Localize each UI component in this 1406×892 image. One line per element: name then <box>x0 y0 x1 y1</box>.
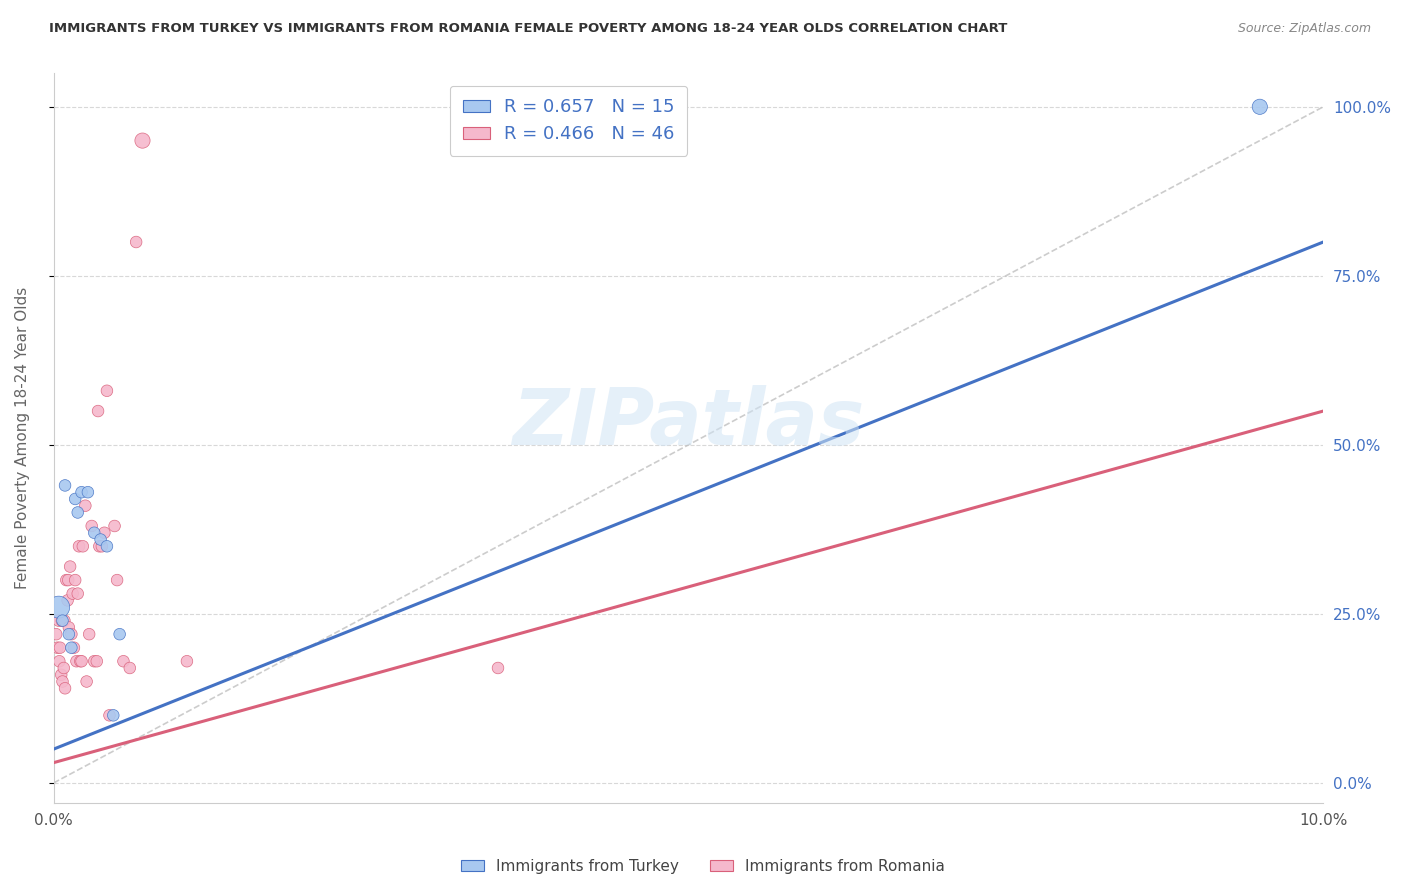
Point <box>48 614 70 628</box>
Point <box>103 708 125 723</box>
Point <box>51 667 73 681</box>
Point <box>60 627 83 641</box>
Point <box>486 661 509 675</box>
Point <box>77 485 100 500</box>
Point <box>60 640 83 655</box>
Point <box>105 573 128 587</box>
Point <box>58 620 80 634</box>
Point <box>77 627 100 641</box>
Point <box>118 661 141 675</box>
Point <box>63 491 86 506</box>
Point <box>56 593 79 607</box>
Point <box>62 586 84 600</box>
Point <box>93 525 115 540</box>
Point <box>52 661 75 675</box>
Point <box>72 539 94 553</box>
Point <box>83 654 105 668</box>
Point <box>69 654 91 668</box>
Text: Source: ZipAtlas.com: Source: ZipAtlas.com <box>1237 22 1371 36</box>
Point <box>75 499 97 513</box>
Point <box>76 674 98 689</box>
Point <box>70 485 93 500</box>
Legend: R = 0.657   N = 15, R = 0.466   N = 46: R = 0.657 N = 15, R = 0.466 N = 46 <box>450 86 688 156</box>
Point <box>89 539 111 553</box>
Point <box>86 654 108 668</box>
Text: IMMIGRANTS FROM TURKEY VS IMMIGRANTS FROM ROMANIA FEMALE POVERTY AMONG 18-24 YEA: IMMIGRANTS FROM TURKEY VS IMMIGRANTS FRO… <box>49 22 1008 36</box>
Point <box>108 627 131 641</box>
Point <box>48 600 70 615</box>
Point <box>65 654 87 668</box>
Point <box>63 573 86 587</box>
Point <box>1249 100 1271 114</box>
Point <box>66 586 89 600</box>
Point <box>63 640 86 655</box>
Point <box>51 674 73 689</box>
Point <box>176 654 198 668</box>
Point <box>53 681 76 696</box>
Point <box>48 654 70 668</box>
Point <box>46 640 69 655</box>
Point <box>125 235 148 249</box>
Legend: Immigrants from Turkey, Immigrants from Romania: Immigrants from Turkey, Immigrants from … <box>456 853 950 880</box>
Point <box>45 627 67 641</box>
Point <box>83 525 105 540</box>
Point <box>58 573 80 587</box>
Point <box>58 627 80 641</box>
Point <box>98 708 121 723</box>
Point <box>90 533 112 547</box>
Point <box>70 654 93 668</box>
Point <box>96 539 118 553</box>
Point <box>96 384 118 398</box>
Point <box>87 404 110 418</box>
Y-axis label: Female Poverty Among 18-24 Year Olds: Female Poverty Among 18-24 Year Olds <box>15 287 30 590</box>
Point <box>103 519 125 533</box>
Point <box>55 573 77 587</box>
Point <box>112 654 135 668</box>
Point <box>51 614 73 628</box>
Point <box>80 519 103 533</box>
Point <box>67 539 90 553</box>
Point <box>53 614 76 628</box>
Point <box>53 478 76 492</box>
Point <box>59 559 82 574</box>
Point <box>90 539 112 553</box>
Point <box>131 134 153 148</box>
Text: ZIPatlas: ZIPatlas <box>512 385 865 461</box>
Point <box>49 640 72 655</box>
Point <box>66 506 89 520</box>
Point <box>51 614 73 628</box>
